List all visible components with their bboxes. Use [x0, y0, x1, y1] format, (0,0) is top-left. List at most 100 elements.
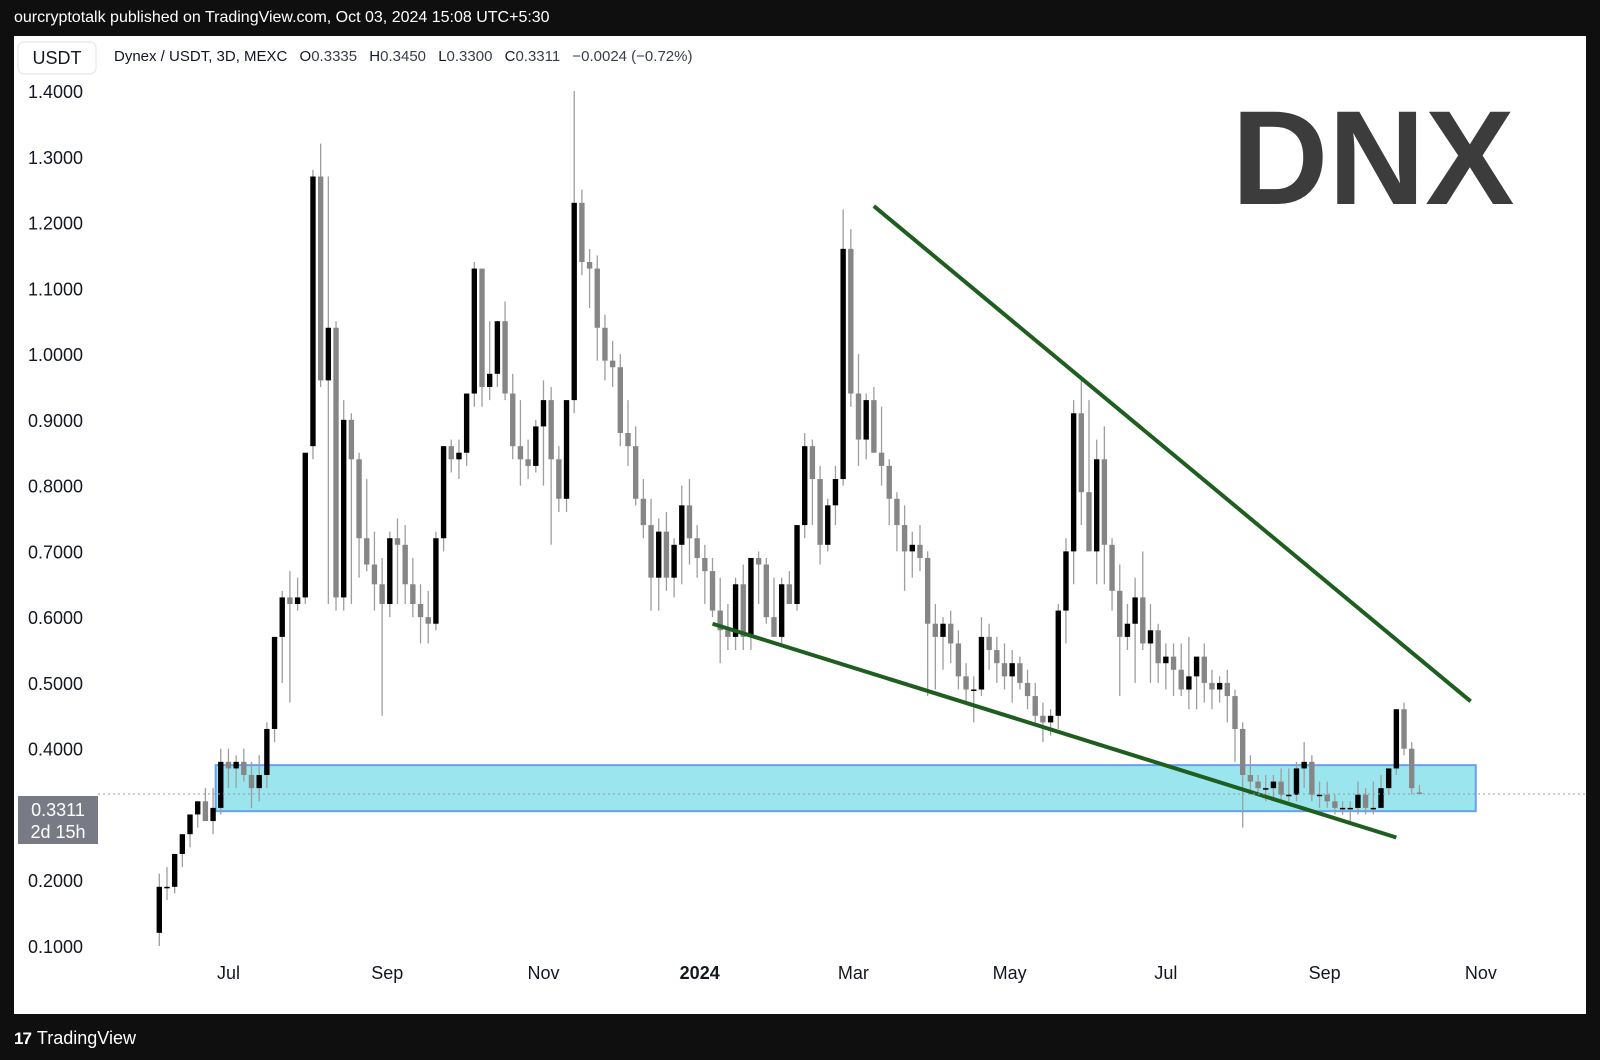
candle-body	[594, 268, 600, 328]
candle	[940, 617, 946, 670]
time-axis[interactable]: Jul Sep Nov 2024 Mar May Jul Sep Nov	[217, 963, 1497, 983]
low-label: L	[438, 48, 446, 65]
candle-body	[802, 446, 808, 526]
price-tick-label: 0.7000	[28, 542, 83, 562]
candle-body	[371, 564, 378, 585]
candle	[1155, 623, 1161, 683]
candle	[594, 255, 600, 361]
candle	[648, 498, 654, 611]
price-tick-label: 0.4000	[28, 740, 83, 760]
candle-body	[325, 327, 332, 381]
candle-body	[679, 505, 685, 545]
candle-body	[402, 544, 408, 585]
candle	[1301, 742, 1307, 789]
trendline-lower	[711, 621, 1397, 840]
candle-body	[1216, 682, 1223, 690]
candle-body	[1078, 413, 1085, 493]
candle-body	[1063, 551, 1069, 611]
candle-body	[1339, 807, 1346, 810]
candle-body	[1132, 597, 1138, 624]
time-tick-label: Jul	[1154, 963, 1177, 983]
candle	[1117, 564, 1123, 697]
candle	[195, 801, 201, 828]
candle-body	[763, 564, 769, 618]
candle	[456, 439, 462, 480]
change-value: −0.0024 (−0.72%)	[572, 48, 692, 65]
candle	[886, 459, 892, 526]
candle-body	[1047, 715, 1054, 723]
low-value: 0.3300	[447, 48, 493, 65]
candle-body	[755, 557, 762, 565]
candle	[1224, 669, 1231, 723]
candle	[1055, 604, 1061, 729]
candle	[187, 814, 193, 848]
candle	[510, 373, 516, 460]
candle	[410, 557, 416, 618]
candle	[540, 380, 547, 486]
candle-body	[1086, 492, 1092, 552]
candle	[333, 321, 339, 611]
candlestick-chart[interactable]: 0.1000 0.2000 0.4000 0.5000 0.6000 0.7000 0.80…	[14, 36, 1586, 1014]
candle	[1393, 709, 1400, 775]
candle-body	[794, 525, 800, 604]
candle-body	[1009, 663, 1015, 677]
candle	[433, 531, 439, 631]
candle-body	[1101, 459, 1108, 545]
candle	[487, 321, 493, 401]
candle-body	[971, 689, 977, 691]
candle-body	[525, 459, 531, 466]
candle-body	[1286, 794, 1292, 797]
candle-body	[1247, 775, 1254, 782]
price-axis[interactable]: 0.1000 0.2000 0.4000 0.5000 0.6000 0.7000 0.80…	[28, 82, 83, 957]
candle-body	[886, 465, 892, 499]
candle-body	[871, 400, 877, 453]
ohlc-legend: Dynex / USDT, 3D, MEXC O0.3335 H0.3450 L…	[114, 48, 692, 65]
currency-button-label: USDT	[33, 48, 82, 68]
candle	[171, 853, 178, 894]
candle	[1178, 643, 1184, 697]
candle-body	[440, 446, 447, 539]
currency-button[interactable]: USDT	[17, 41, 97, 75]
candle-body	[302, 452, 308, 598]
candle	[825, 498, 831, 552]
candle	[771, 577, 777, 637]
candle-body	[494, 321, 501, 374]
candle	[1247, 755, 1254, 795]
candle-body	[540, 400, 547, 427]
footer: 17 TradingView	[14, 1028, 136, 1049]
price-tick-label: 1.4000	[28, 82, 83, 102]
candle	[1086, 400, 1092, 552]
candle-body	[210, 807, 216, 822]
candle-body	[924, 557, 931, 624]
candle-body	[732, 584, 739, 637]
candle	[271, 636, 278, 743]
candle-body	[425, 617, 431, 624]
candle-body	[671, 544, 677, 578]
candle	[894, 492, 900, 552]
candle	[679, 485, 685, 585]
time-tick-label: Sep	[1309, 963, 1341, 983]
candle	[1109, 538, 1115, 611]
candle-body	[256, 775, 262, 789]
candle-body	[1001, 663, 1008, 677]
candle	[1186, 636, 1192, 710]
candle-body	[1401, 709, 1407, 749]
candle	[663, 511, 670, 591]
candle	[948, 610, 954, 664]
candle-body	[994, 650, 1000, 664]
candle	[963, 663, 969, 703]
candle-body	[648, 525, 654, 578]
candle	[1401, 702, 1407, 756]
candle	[632, 426, 639, 506]
candle-body	[433, 538, 439, 624]
candle	[1040, 702, 1046, 743]
symbol-name: Dynex / USDT, 3D, MEXC	[114, 48, 288, 65]
candle-body	[1239, 728, 1246, 775]
candle	[1309, 755, 1315, 802]
candle	[809, 439, 816, 526]
candle-body	[171, 853, 178, 887]
chart-panel[interactable]: 0.1000 0.2000 0.4000 0.5000 0.6000 0.7000 0.80…	[14, 36, 1586, 1014]
candle-body	[179, 834, 186, 854]
candle-body	[1201, 656, 1207, 683]
candle-body	[1347, 807, 1353, 810]
